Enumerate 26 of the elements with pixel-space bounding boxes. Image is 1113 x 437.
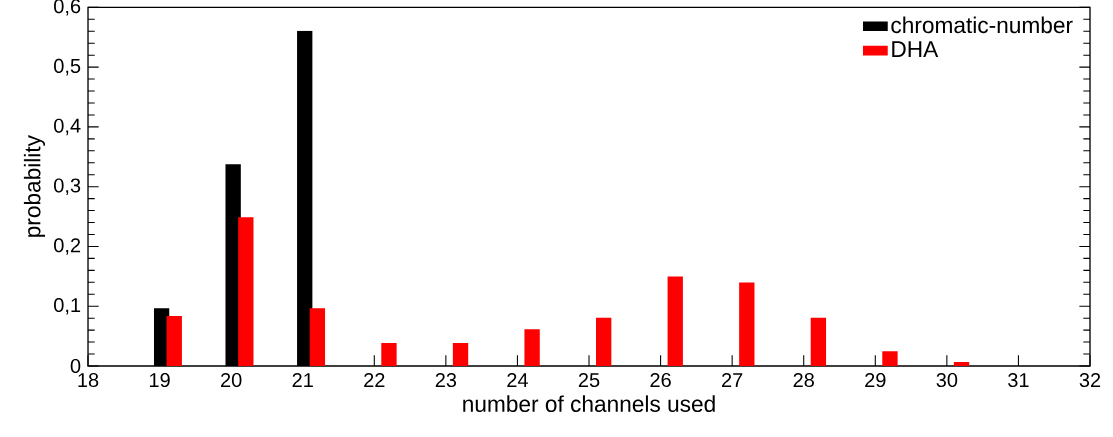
x-tick-label: 29: [865, 372, 886, 388]
x-tick-label: 18: [78, 372, 99, 388]
x-tick-label: 30: [936, 372, 958, 388]
legend-label: DHA: [892, 41, 939, 57]
x-tick-label: 26: [650, 372, 671, 388]
x-tick-label: 22: [364, 372, 385, 387]
y-tick-label: 0,4: [54, 118, 81, 136]
y-tick-label: 0,3: [54, 178, 81, 195]
x-axis-title: number of channels used: [463, 395, 715, 413]
y-tick-label: 0,1: [54, 297, 81, 315]
x-tick-label: 24: [507, 372, 528, 387]
x-tick-label: 31: [1008, 372, 1029, 388]
x-tick-label: 21: [292, 372, 313, 387]
y-tick-label: 0: [70, 358, 81, 374]
x-tick-label: 28: [793, 372, 814, 388]
x-tick-label: 27: [722, 372, 743, 387]
y-tick-label: 0,5: [54, 58, 81, 76]
legend-label: chromatic-number: [891, 16, 1073, 34]
y-tick-label: 0,2: [54, 238, 81, 255]
x-tick-label: 32: [1079, 372, 1101, 388]
x-tick-label: 23: [435, 372, 457, 388]
x-tick-label: 25: [578, 372, 600, 388]
x-tick-label: 20: [221, 372, 242, 388]
y-tick-label: 0,6: [54, 0, 81, 16]
y-axis-title: probability: [23, 135, 46, 237]
x-tick-label: 19: [149, 372, 170, 388]
